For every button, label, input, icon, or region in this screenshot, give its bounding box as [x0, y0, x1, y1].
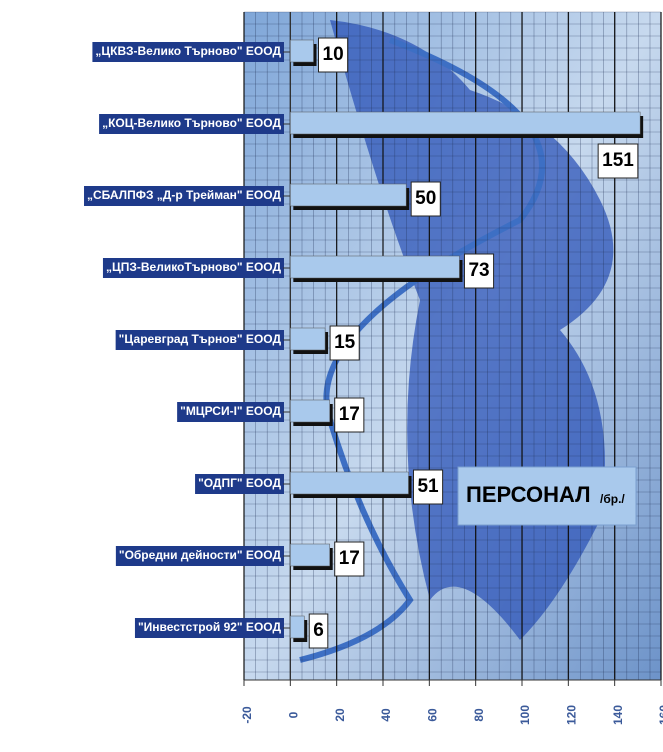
y-tick-label: "МЦРСИ-I" ЕООД [180, 404, 281, 418]
bar [290, 183, 407, 207]
bar [290, 111, 641, 135]
value-label-box [463, 253, 495, 289]
y-tick-label-box [177, 402, 284, 422]
y-tick-label-box [195, 474, 284, 494]
y-tick-label: "Обредни дейности" ЕООД [119, 548, 282, 562]
y-tick-label: „СБАЛПФЗ „Д-р Трейман" ЕООД [87, 188, 281, 202]
x-tick-label: 140 [611, 705, 625, 725]
y-tick-label-box [92, 42, 284, 62]
annotation-box [457, 466, 637, 526]
value-label: 15 [334, 332, 356, 353]
value-label-box [318, 37, 349, 73]
annotation-unit: /бр./ [600, 492, 625, 506]
y-tick-label: „КОЦ-Велико Търново" ЕООД [102, 116, 281, 130]
y-tick-label-box [84, 186, 284, 206]
bar [290, 327, 326, 351]
x-tick-label: 80 [472, 708, 486, 722]
y-tick-label-box [99, 114, 284, 134]
bar [290, 543, 330, 567]
value-label: 17 [339, 404, 360, 425]
y-tick-label: „ЦПЗ-ВеликоТърново" ЕООД [106, 260, 281, 274]
bar [290, 615, 305, 639]
value-label-box [334, 397, 365, 433]
x-tick-label: 60 [426, 708, 440, 722]
value-label-box [334, 541, 365, 577]
x-tick-label: 120 [565, 705, 579, 725]
y-tick-label: „ЦКВЗ-Велико Търново" ЕООД [95, 44, 281, 58]
y-tick-label-box [134, 618, 284, 638]
value-label-box [597, 143, 639, 179]
value-label: 6 [313, 620, 324, 641]
y-tick-label-box [115, 330, 284, 350]
bar [290, 471, 409, 495]
x-tick-label: 100 [518, 705, 532, 725]
x-tick-label: 160 [657, 705, 663, 725]
value-label: 10 [323, 44, 344, 65]
bar [290, 255, 460, 279]
bar [290, 399, 330, 423]
value-label: 50 [415, 188, 436, 209]
y-tick-label-box [115, 546, 284, 566]
y-tick-label-box [102, 258, 284, 278]
x-tick-label: -20 [240, 706, 254, 724]
x-tick-label: 20 [333, 708, 347, 722]
y-tick-label: "ОДПГ" ЕООД [198, 476, 281, 490]
x-tick-label: 0 [287, 711, 301, 718]
y-tick-label: "Царевград Търнов" ЕООД [119, 332, 282, 346]
value-label: 151 [602, 150, 634, 171]
x-tick-label: 40 [379, 708, 393, 722]
value-label: 17 [339, 548, 360, 569]
value-label-box [410, 181, 441, 217]
y-tick-label: "Инвестстрой 92" ЕООД [138, 620, 281, 634]
value-label-box [308, 613, 329, 649]
bar [290, 39, 314, 63]
value-label-box [329, 325, 360, 361]
value-label: 51 [417, 476, 439, 497]
annotation: ПЕРСОНАЛ [466, 482, 591, 507]
value-label-box [412, 469, 444, 505]
value-label: 73 [468, 260, 489, 281]
